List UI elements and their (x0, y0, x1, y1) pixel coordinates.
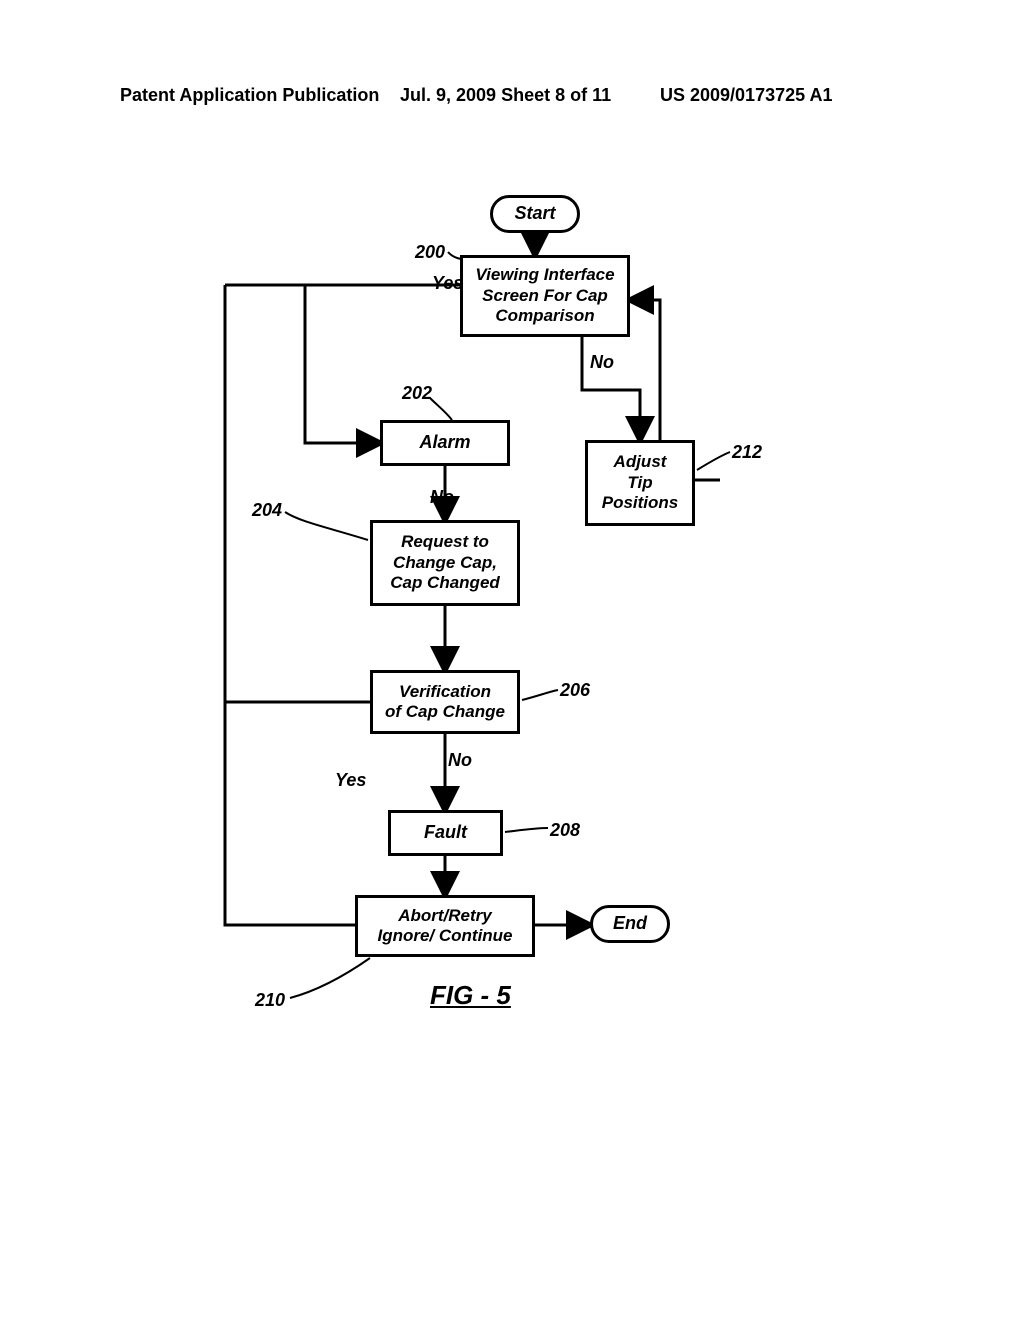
ref-204: 204 (252, 500, 282, 521)
page-root: Patent Application Publication Jul. 9, 2… (0, 0, 1024, 1320)
node-206-label: Verification of Cap Change (385, 682, 505, 723)
node-start-label: Start (515, 203, 556, 225)
ref-206: 206 (560, 680, 590, 701)
ref-202: 202 (402, 383, 432, 404)
node-202-label: Alarm (419, 432, 470, 454)
node-210: Abort/Retry Ignore/ Continue (355, 895, 535, 957)
ref-208: 208 (550, 820, 580, 841)
ref-212: 212 (732, 442, 762, 463)
header-left: Patent Application Publication (120, 85, 379, 106)
node-end-label: End (613, 913, 647, 935)
node-212: Adjust Tip Positions (585, 440, 695, 526)
edge-yes-1: Yes (432, 273, 463, 294)
node-206: Verification of Cap Change (370, 670, 520, 734)
node-200: Viewing Interface Screen For Cap Compari… (460, 255, 630, 337)
edge-no-1: No (590, 352, 614, 373)
node-208-label: Fault (424, 822, 467, 844)
edge-no-2: No (430, 487, 454, 508)
node-210-label: Abort/Retry Ignore/ Continue (377, 906, 512, 947)
node-end: End (590, 905, 670, 943)
figure-label: FIG - 5 (430, 980, 511, 1011)
node-208: Fault (388, 810, 503, 856)
node-start: Start (490, 195, 580, 233)
header-mid: Jul. 9, 2009 Sheet 8 of 11 (400, 85, 611, 106)
node-202: Alarm (380, 420, 510, 466)
ref-200: 200 (415, 242, 445, 263)
edge-no-3: No (448, 750, 472, 771)
ref-210: 210 (255, 990, 285, 1011)
edge-yes-2: Yes (335, 770, 366, 791)
node-204-label: Request to Change Cap, Cap Changed (390, 532, 500, 593)
node-204: Request to Change Cap, Cap Changed (370, 520, 520, 606)
node-212-label: Adjust Tip Positions (602, 452, 679, 513)
header-right: US 2009/0173725 A1 (660, 85, 832, 106)
node-200-label: Viewing Interface Screen For Cap Compari… (475, 265, 614, 326)
